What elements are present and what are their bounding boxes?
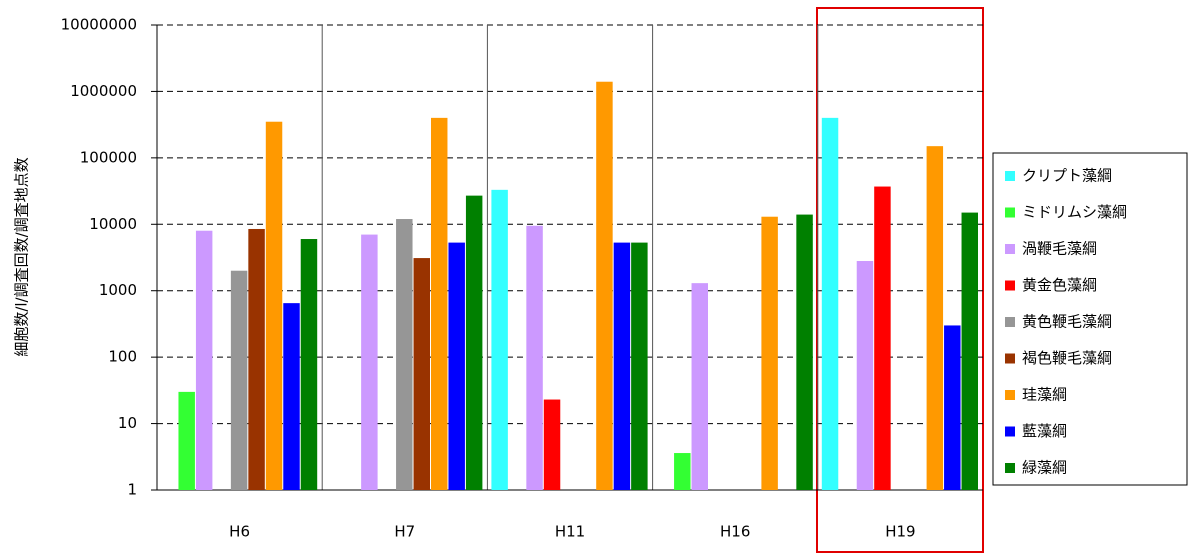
- legend-label: 珪藻綱: [1022, 386, 1067, 404]
- legend-label: 藍藻綱: [1022, 422, 1067, 440]
- legend-swatch: [1005, 207, 1015, 218]
- legend-label: 黄色鞭毛藻綱: [1022, 313, 1112, 331]
- bar: [874, 186, 891, 490]
- bar: [856, 261, 874, 490]
- bar: [283, 303, 300, 490]
- highlight-box: [816, 7, 984, 553]
- bar: [465, 195, 483, 490]
- legend-label: 褐色鞭毛藻綱: [1022, 349, 1112, 367]
- y-tick-label: 10: [118, 414, 137, 432]
- bar: [195, 230, 213, 490]
- bar: [961, 212, 978, 490]
- y-axis-label: 細胞数/l/調査回数/調査地点数: [13, 157, 31, 356]
- legend-swatch: [1005, 463, 1015, 473]
- legend-label: 黄金色藻綱: [1022, 276, 1097, 294]
- bar: [178, 391, 195, 490]
- bar: [230, 270, 248, 490]
- bar: [491, 189, 508, 491]
- legend-swatch: [1005, 171, 1015, 181]
- bar: [596, 81, 613, 490]
- legend-box: [992, 152, 1188, 486]
- bar: [796, 214, 813, 490]
- bar: [526, 225, 543, 490]
- x-tick-label: H7: [394, 523, 415, 541]
- bar: [761, 216, 778, 490]
- legend-swatch: [1005, 280, 1015, 291]
- legend-swatch: [1005, 353, 1015, 364]
- bar: [691, 283, 708, 490]
- legend-label: 渦鞭毛藻綱: [1022, 240, 1097, 258]
- y-tick-label: 100: [108, 348, 137, 366]
- legend-label: クリプト藻綱: [1022, 167, 1112, 185]
- x-tick-label: H16: [720, 523, 750, 541]
- x-tick-label: H6: [229, 523, 250, 541]
- y-tick-label: 10000000: [61, 16, 137, 34]
- bar: [300, 239, 318, 490]
- bar: [543, 399, 561, 490]
- y-tick-label: 10000: [89, 215, 137, 233]
- bar: [926, 146, 944, 490]
- legend-swatch: [1005, 426, 1015, 437]
- bar: [413, 258, 430, 490]
- x-tick-label: H11: [555, 523, 585, 541]
- bar: [821, 117, 839, 490]
- bar: [448, 242, 465, 490]
- x-tick-label: H19: [885, 523, 915, 541]
- bar: [674, 453, 691, 490]
- bar: [248, 228, 265, 491]
- y-tick-label: 1000: [99, 281, 137, 299]
- bar: [396, 219, 413, 490]
- bar: [265, 121, 283, 490]
- legend-label: 緑藻綱: [1022, 459, 1067, 477]
- y-tick-label: 100000: [80, 148, 137, 166]
- bar: [944, 325, 961, 490]
- bar: [613, 242, 631, 490]
- bar: [361, 234, 378, 490]
- bar: [631, 242, 648, 490]
- legend-label: ミドリムシ藻綱: [1022, 203, 1127, 221]
- legend-swatch: [1005, 244, 1015, 254]
- legend-swatch: [1005, 390, 1015, 400]
- y-tick-label: 1000000: [70, 82, 137, 100]
- legend-swatch: [1005, 317, 1015, 327]
- y-tick-label: 1: [127, 481, 137, 499]
- bar: [431, 117, 448, 490]
